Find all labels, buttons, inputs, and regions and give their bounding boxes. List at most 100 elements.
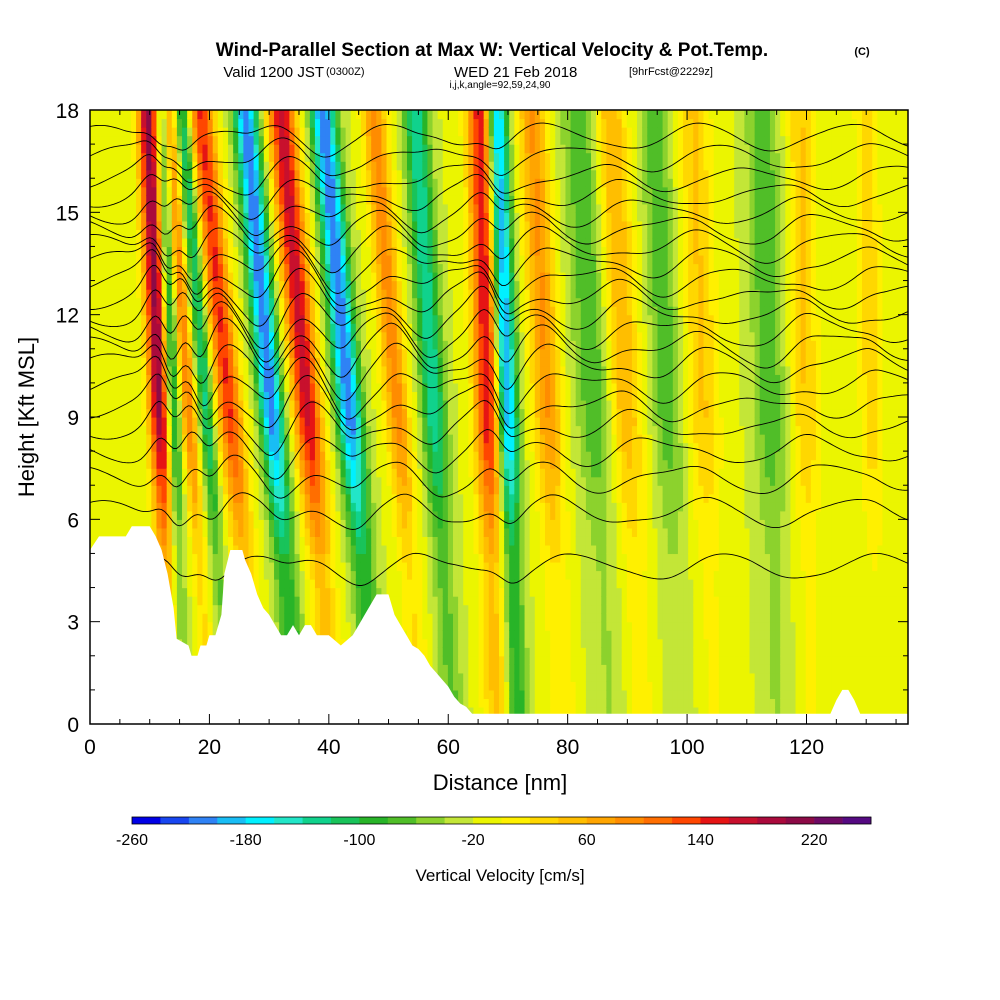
velocity-cell (115, 442, 122, 452)
velocity-cell (110, 331, 117, 341)
velocity-cell (289, 544, 296, 555)
velocity-cell (294, 348, 301, 358)
velocity-cell (268, 297, 275, 307)
velocity-cell (294, 229, 301, 239)
velocity-cell (335, 587, 342, 597)
velocity-cell (299, 451, 306, 461)
velocity-cell (161, 519, 168, 529)
velocity-cell (376, 152, 383, 162)
velocity-cell (238, 382, 244, 393)
velocity-cell (115, 306, 122, 316)
velocity-cell (228, 391, 234, 401)
velocity-cell (192, 468, 198, 478)
velocity-cell (381, 459, 388, 469)
velocity-cell (386, 476, 393, 486)
velocity-cell (125, 161, 132, 171)
velocity-cell (176, 459, 183, 469)
velocity-cell (325, 587, 331, 597)
velocity-cell (340, 280, 347, 290)
velocity-cell (222, 280, 229, 290)
velocity-cell (371, 510, 377, 520)
velocity-cell (396, 229, 403, 239)
velocity-cell (422, 289, 429, 299)
velocity-cell (222, 417, 229, 427)
velocity-cell (212, 144, 219, 154)
velocity-cell (340, 459, 347, 469)
velocity-cell (95, 348, 101, 358)
velocity-cell (412, 391, 418, 401)
velocity-cell (233, 485, 239, 495)
velocity-cell (284, 544, 290, 555)
velocity-cell (401, 289, 408, 299)
velocity-cell (228, 306, 234, 316)
velocity-cell (228, 110, 234, 120)
velocity-cell (217, 502, 224, 512)
velocity-cell (360, 246, 367, 256)
velocity-cell (330, 263, 336, 273)
velocity-cell (360, 442, 367, 452)
velocity-cell (263, 587, 270, 597)
velocity-cell (381, 391, 388, 401)
velocity-cell (253, 297, 260, 307)
velocity-cell (289, 289, 296, 299)
velocity-cell (401, 570, 408, 580)
velocity-cell (197, 536, 204, 546)
velocity-cell (330, 254, 336, 265)
velocity-cell (340, 340, 347, 350)
velocity-cell (141, 357, 147, 367)
velocity-cell (401, 596, 408, 606)
velocity-cell (391, 604, 398, 614)
velocity-cell (243, 229, 250, 239)
velocity-cell (422, 186, 429, 196)
velocity-cell (396, 553, 403, 563)
velocity-cell (258, 212, 265, 222)
velocity-cell (366, 110, 372, 120)
velocity-cell (120, 348, 127, 358)
velocity-cell (171, 152, 178, 162)
velocity-cell (268, 468, 275, 478)
velocity-cell (130, 135, 137, 145)
velocity-cell (166, 220, 173, 230)
velocity-cell (422, 638, 429, 648)
velocity-cell (432, 195, 439, 205)
velocity-cell (360, 587, 367, 597)
velocity-cell (371, 399, 377, 410)
velocity-cell (289, 417, 296, 427)
velocity-cell (366, 254, 372, 265)
velocity-cell (360, 485, 367, 495)
velocity-cell (355, 596, 362, 606)
velocity-cell (248, 493, 255, 503)
velocity-cell (401, 510, 408, 520)
velocity-cell (151, 459, 158, 469)
velocity-cell (355, 314, 362, 324)
velocity-cell (355, 280, 362, 290)
velocity-cell (171, 357, 178, 367)
velocity-cell (401, 135, 408, 145)
velocity-cell (243, 161, 250, 171)
velocity-cell (248, 272, 255, 282)
velocity-cell (314, 476, 321, 486)
velocity-cell (171, 340, 178, 350)
velocity-cell (212, 561, 219, 572)
velocity-cell (366, 502, 372, 512)
velocity-cell (228, 254, 234, 265)
velocity-cell (432, 604, 439, 614)
velocity-cell (233, 365, 239, 375)
velocity-cell (263, 451, 270, 461)
velocity-cell (350, 237, 357, 248)
velocity-cell (263, 536, 270, 546)
velocity-cell (233, 229, 239, 239)
velocity-cell (192, 212, 198, 222)
velocity-cell (427, 553, 434, 563)
velocity-cell (182, 220, 188, 230)
velocity-cell (412, 118, 418, 128)
velocity-cell (202, 502, 209, 512)
velocity-cell (156, 365, 163, 375)
velocity-cell (432, 485, 439, 495)
velocity-cell (243, 348, 250, 358)
velocity-cell (345, 485, 352, 495)
velocity-cell (391, 408, 398, 418)
velocity-cell (182, 357, 188, 367)
velocity-cell (422, 596, 429, 606)
velocity-cell (187, 144, 193, 154)
